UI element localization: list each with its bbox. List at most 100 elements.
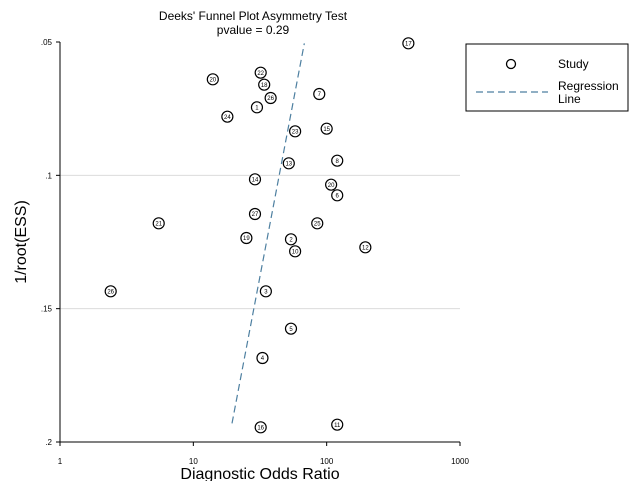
study-point: 5 — [284, 322, 298, 335]
legend-regression-label-line2: Line — [558, 92, 581, 106]
study-point: 2 — [284, 233, 298, 246]
study-point: 18 — [258, 78, 271, 91]
legend-study-label: Study — [558, 57, 589, 71]
study-point-marker — [289, 125, 302, 138]
study-point-label: 15 — [323, 127, 330, 133]
study-point: 21 — [152, 217, 165, 230]
study-point-label: 24 — [224, 115, 231, 121]
study-point-marker — [284, 322, 298, 335]
regression-line — [231, 43, 305, 424]
study-point: 26 — [104, 285, 117, 298]
study-point-marker — [282, 157, 295, 170]
study-point-marker — [240, 231, 253, 245]
study-point-label: 3 — [264, 290, 268, 296]
study-point-marker — [264, 91, 277, 105]
study-point: 17 — [402, 37, 415, 50]
study-point: 20 — [325, 178, 338, 191]
study-point-marker — [402, 37, 415, 50]
study-point-label: 20 — [209, 78, 216, 84]
study-point-marker — [259, 285, 272, 298]
study-point-marker — [320, 122, 333, 135]
study-point: 23 — [289, 125, 302, 138]
chart-subtitle: pvalue = 0.29 — [217, 23, 290, 37]
study-point-marker — [250, 101, 264, 114]
legend: Study Regression Line — [465, 43, 629, 112]
study-point-label: 27 — [252, 212, 259, 218]
study-point-label: 23 — [292, 130, 299, 136]
study-point-marker — [104, 285, 117, 298]
y-tick-label: .1 — [45, 171, 52, 180]
study-point: 4 — [256, 351, 269, 365]
y-tick-label: .15 — [41, 305, 53, 314]
x-axis-ticks: 1 10 100 1000 — [58, 442, 469, 466]
study-point-label: 6 — [336, 194, 340, 200]
x-tick-label: 100 — [320, 457, 334, 466]
study-point-marker — [254, 421, 267, 434]
study-point: 22 — [254, 66, 267, 79]
study-point: 19 — [240, 231, 253, 245]
study-point-label: 11 — [334, 423, 341, 429]
study-point: 3 — [259, 285, 272, 298]
study-point-label: 20 — [328, 183, 335, 189]
study-point: 12 — [359, 241, 372, 254]
legend-study-marker — [505, 58, 517, 70]
study-point-marker — [359, 241, 372, 254]
x-axis-label: Diagnostic Odds Ratio — [180, 466, 339, 481]
study-point-label: 5 — [289, 327, 293, 333]
study-point-label: 25 — [314, 222, 321, 228]
study-point-marker — [256, 351, 269, 365]
legend-box — [465, 43, 629, 112]
study-point-label: 26 — [107, 290, 114, 296]
study-point: 27 — [248, 207, 262, 221]
chart-title: Deeks' Funnel Plot Asymmetry Test — [159, 9, 348, 23]
study-point-marker — [313, 87, 326, 101]
study-point: 6 — [331, 189, 344, 202]
study-point-marker — [289, 245, 302, 258]
study-point-marker — [258, 78, 271, 91]
study-point: 20 — [206, 73, 219, 86]
study-point: 16 — [254, 421, 267, 434]
study-point-marker — [331, 189, 344, 202]
study-point-label: 17 — [405, 42, 412, 48]
grid-lines — [60, 174, 460, 310]
y-tick-label: .05 — [41, 38, 53, 47]
study-point: 25 — [311, 217, 324, 230]
study-point-label: 26 — [267, 96, 274, 102]
study-point-label: 2 — [289, 238, 293, 244]
study-point-label: 19 — [243, 236, 250, 242]
study-point-marker — [284, 233, 298, 246]
study-point: 24 — [221, 110, 234, 123]
study-point: 15 — [320, 122, 333, 135]
study-point-label: 10 — [292, 250, 299, 256]
study-point-label: 8 — [336, 159, 340, 165]
study-point: 8 — [331, 154, 344, 167]
study-point-label: 22 — [257, 71, 264, 77]
study-point-marker — [311, 217, 324, 230]
study-point-marker — [331, 418, 344, 431]
study-point-label: 4 — [261, 356, 265, 362]
x-tick-label: 1000 — [451, 457, 469, 466]
y-axis-ticks: .05 .1 .15 .2 — [41, 38, 60, 447]
study-point-marker — [254, 66, 267, 79]
study-point: 1 — [250, 101, 264, 114]
study-point: 26 — [264, 91, 277, 105]
y-axis-label: 1/root(ESS) — [13, 200, 30, 284]
study-point: 7 — [313, 87, 326, 101]
study-point-label: 18 — [261, 83, 268, 89]
study-point-marker — [152, 217, 165, 230]
study-point-label: 7 — [318, 92, 322, 98]
study-point-marker — [331, 154, 344, 167]
study-point-marker — [206, 73, 219, 86]
study-point-marker — [221, 110, 234, 123]
y-tick-label: .2 — [45, 438, 52, 447]
plot-area — [60, 42, 460, 442]
study-point-label: 13 — [285, 162, 292, 168]
study-point-label: 21 — [155, 222, 162, 228]
study-point-marker — [248, 207, 262, 221]
legend-regression-label-line1: Regression — [558, 79, 619, 93]
study-point-marker — [248, 173, 262, 186]
study-point: 11 — [331, 418, 344, 431]
study-point: 13 — [282, 157, 295, 170]
